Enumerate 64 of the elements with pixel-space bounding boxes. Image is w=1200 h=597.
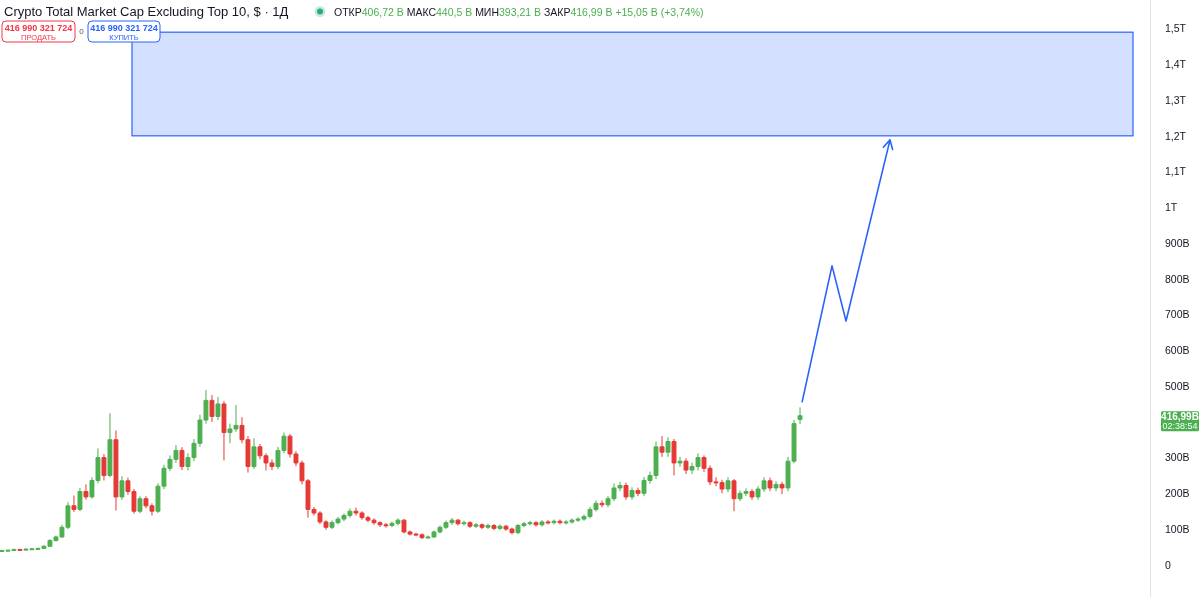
candlestick [767, 477, 773, 492]
y-tick-label: 900B [1165, 236, 1190, 249]
candlestick [629, 486, 635, 501]
chart-title: Crypto Total Market Cap Excluding Top 10, $ · 1Д [4, 4, 289, 19]
candlestick [677, 456, 683, 468]
candlestick [599, 499, 605, 508]
candlestick [83, 483, 89, 501]
candlestick [107, 412, 113, 478]
candlestick [101, 453, 107, 481]
candlestick [17, 548, 23, 552]
candlestick [71, 494, 77, 513]
candlestick [671, 438, 677, 476]
candlestick [665, 436, 671, 458]
candlestick [779, 481, 785, 495]
candlestick [467, 520, 473, 529]
candlestick [533, 520, 539, 528]
candlestick [623, 482, 629, 501]
annotation: 0 [79, 27, 85, 36]
price-tag: 416,99B 02:38:54 [1161, 410, 1199, 432]
y-tick-label: 800B [1165, 272, 1190, 285]
y-tick-label: 300B [1165, 451, 1190, 464]
candlestick [209, 394, 215, 423]
candlestick [797, 406, 803, 425]
candlestick [179, 446, 185, 471]
y-tick-label: 500B [1165, 379, 1190, 392]
candlestick [455, 518, 461, 526]
candlestick [221, 400, 227, 461]
candlestick [557, 518, 563, 525]
candlestick [77, 487, 83, 512]
candlestick [473, 522, 479, 529]
y-tick-label: 1,3T [1165, 93, 1187, 106]
candlestick [113, 429, 119, 511]
candlestick [119, 475, 125, 501]
y-tick-label: 0 [1165, 558, 1171, 571]
candlestick [749, 488, 755, 501]
candlestick [479, 522, 485, 530]
candlestick [773, 480, 779, 492]
candlestick [635, 487, 641, 497]
y-tick-label: 1T [1165, 201, 1178, 214]
candlestick [497, 523, 503, 531]
candlestick [731, 478, 737, 512]
annotation: 416 990 321 724 [4, 23, 73, 33]
candlestick [659, 435, 665, 458]
candlestick [485, 523, 491, 530]
candlestick [725, 476, 731, 493]
candlestick [683, 457, 689, 475]
candlestick [461, 520, 467, 526]
y-tick-label: 1,2T [1165, 129, 1187, 142]
y-tick-label: 200B [1165, 487, 1190, 500]
candlestick [491, 523, 497, 531]
candlestick [551, 518, 557, 525]
candlestick [251, 437, 257, 470]
candlestick [545, 519, 551, 525]
annotation: 416 990 321 724 [90, 23, 158, 33]
y-tick-label: 1,5T [1165, 22, 1187, 35]
y-tick-label: 600B [1165, 344, 1190, 357]
y-tick-label: 700B [1165, 308, 1190, 321]
candlestick [215, 396, 221, 421]
y-tick-label: 1,1T [1165, 165, 1187, 178]
text: ОТКР406,72 B МАКС440,5 B МИН393,21 B ЗАКР416,99 B +15,05 B (+3,74%) [334, 5, 704, 18]
y-tick-label: 1,4T [1165, 58, 1187, 71]
candlestick [539, 519, 545, 528]
candlestick [137, 495, 143, 514]
y-tick-label: 100B [1165, 522, 1190, 535]
